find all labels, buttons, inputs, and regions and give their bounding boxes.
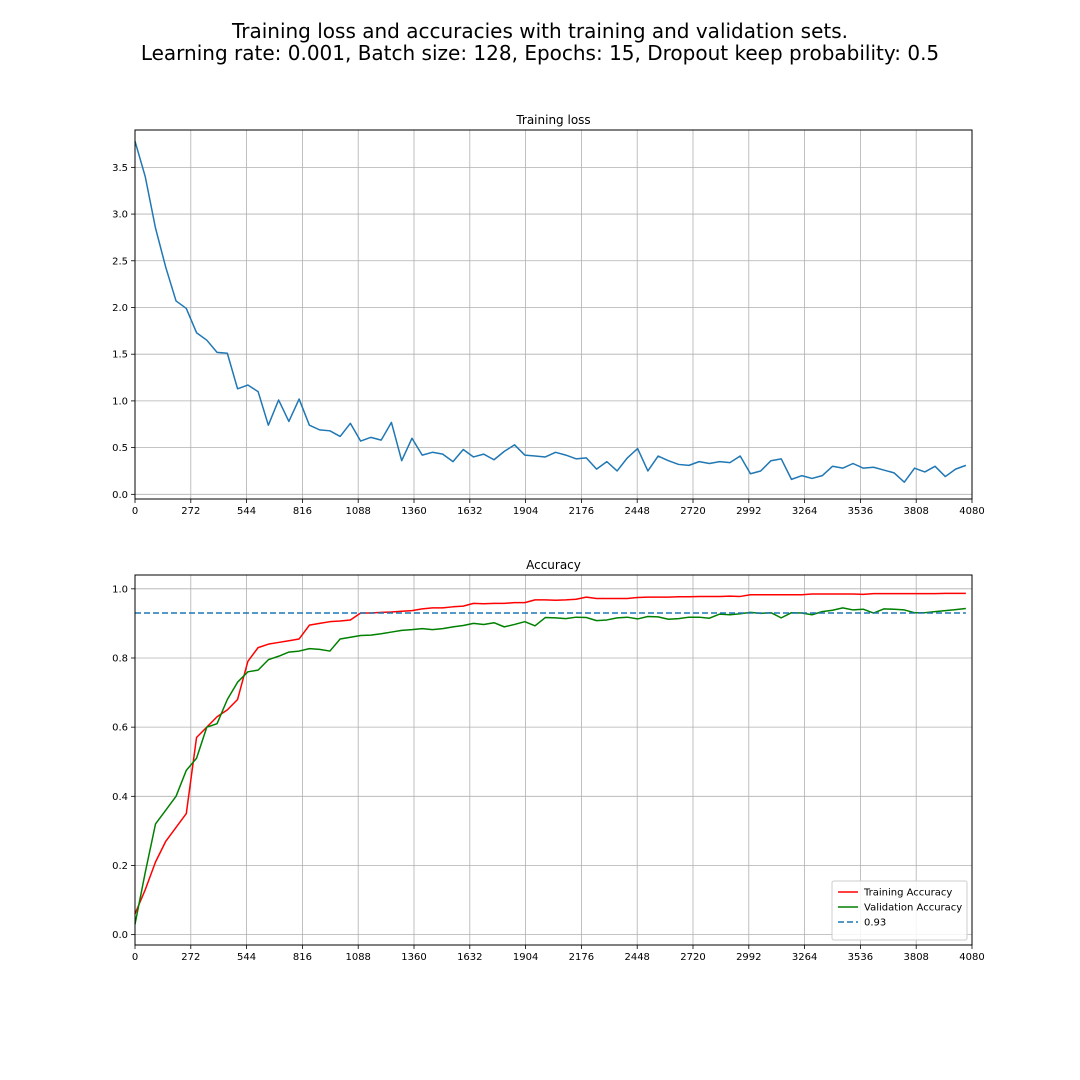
loss-x-tick-label: 2720: [680, 506, 705, 517]
accuracy-x-tick-label: 4080: [959, 952, 984, 963]
loss-y-tick-label: 1.5: [112, 350, 128, 361]
loss-x-tick-label: 2448: [624, 506, 649, 517]
loss-y-tick-label: 0.0: [112, 490, 128, 501]
accuracy-x-tick-label: 1360: [401, 952, 426, 963]
accuracy-x-tick-label: 1088: [345, 952, 370, 963]
loss-y-tick-label: 2.0: [112, 303, 128, 314]
accuracy-title: Accuracy: [526, 558, 581, 572]
accuracy-x-tick-label: 2720: [680, 952, 705, 963]
loss-x-tick-label: 3264: [792, 506, 817, 517]
loss-axes-frame: [134, 129, 973, 500]
accuracy-x-tick-label: 3808: [903, 952, 928, 963]
loss-y-tick-label: 0.5: [112, 443, 128, 454]
accuracy-legend-label: Validation Accuracy: [864, 903, 962, 914]
accuracy-y-tick-label: 0.8: [112, 653, 128, 664]
accuracy-legend-label: 0.93: [864, 918, 886, 929]
accuracy-x-tick-label: 0: [132, 952, 138, 963]
loss-y-tick-label: 2.5: [112, 256, 128, 267]
accuracy-y-tick-label: 0.0: [112, 930, 128, 941]
accuracy-series-training-accuracy: [134, 592, 966, 915]
loss-x-tick-label: 2176: [569, 506, 594, 517]
loss-x-tick-label: 1360: [401, 506, 426, 517]
accuracy-x-tick-label: 2448: [624, 952, 649, 963]
accuracy-x-tick-label: 2176: [569, 952, 594, 963]
accuracy-x-tick-label: 1632: [457, 952, 482, 963]
loss-x-tick-label: 1904: [513, 506, 538, 517]
loss-x-tick-label: 3808: [903, 506, 928, 517]
accuracy-y-tick-label: 0.2: [112, 861, 128, 872]
loss-y-tick-label: 1.0: [112, 396, 128, 407]
accuracy-x-tick-label: 544: [237, 952, 256, 963]
figure-title-line-1: Training loss and accuracies with traini…: [231, 19, 849, 43]
accuracy-y-tick-label: 1.0: [112, 584, 128, 595]
accuracy-x-tick-label: 3536: [848, 952, 873, 963]
accuracy-legend-box: [831, 880, 968, 941]
loss-y-tick-label: 3.5: [112, 163, 128, 174]
figure-title-line-2: Learning rate: 0.001, Batch size: 128, E…: [140, 41, 940, 65]
accuracy-y-tick-label: 0.6: [112, 723, 128, 734]
loss-series-series-0: [134, 141, 967, 483]
loss-x-tick-label: 1632: [457, 506, 482, 517]
accuracy-x-tick-label: 816: [293, 952, 312, 963]
loss-x-tick-label: 1088: [345, 506, 370, 517]
loss-x-tick-label: 3536: [848, 506, 873, 517]
loss-y-tick-label: 3.0: [112, 210, 128, 221]
loss-title: Training loss: [515, 113, 590, 127]
accuracy-series-validation-accuracy: [134, 607, 966, 925]
accuracy-x-tick-label: 2992: [736, 952, 761, 963]
accuracy-x-tick-label: 272: [181, 952, 200, 963]
accuracy-x-tick-label: 3264: [792, 952, 817, 963]
accuracy-y-tick-label: 0.4: [112, 792, 128, 803]
loss-x-tick-label: 816: [293, 506, 312, 517]
accuracy-axes-frame: [134, 574, 973, 946]
loss-x-tick-label: 272: [181, 506, 200, 517]
loss-x-tick-label: 544: [237, 506, 256, 517]
loss-x-tick-label: 0: [132, 506, 138, 517]
accuracy-x-tick-label: 1904: [513, 952, 538, 963]
accuracy-legend-label: Training Accuracy: [863, 888, 952, 899]
loss-x-tick-label: 4080: [959, 506, 984, 517]
loss-x-tick-label: 2992: [736, 506, 761, 517]
